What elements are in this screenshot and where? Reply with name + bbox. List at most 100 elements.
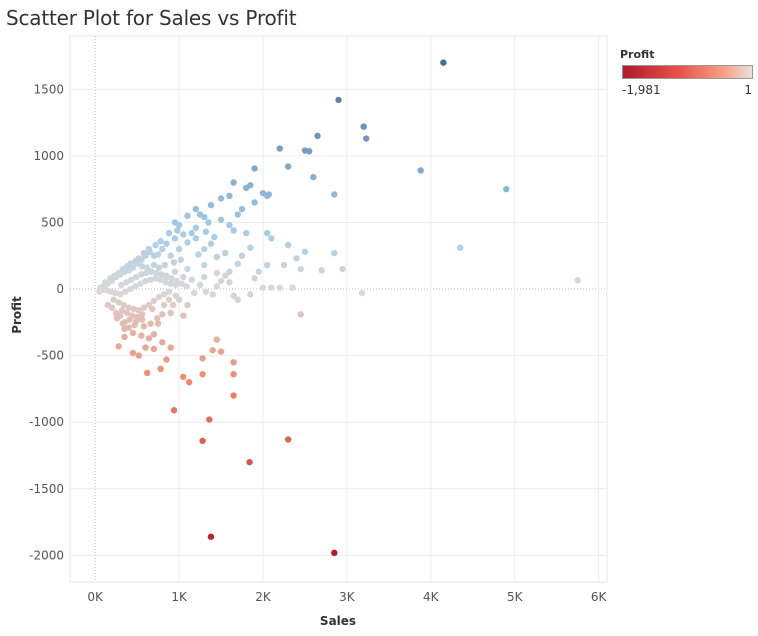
legend-min-label: -1,981	[622, 83, 661, 97]
data-point	[234, 211, 242, 218]
data-point	[199, 371, 206, 378]
data-point	[335, 96, 342, 104]
y-tick-label: -500	[37, 349, 64, 363]
data-point	[230, 359, 237, 366]
data-point	[145, 335, 153, 342]
data-point	[196, 281, 204, 289]
data-point	[206, 416, 213, 423]
data-point	[140, 304, 148, 311]
data-point	[185, 379, 193, 386]
gridlines	[69, 35, 608, 583]
data-point	[339, 265, 346, 273]
data-point	[159, 311, 166, 318]
data-point	[174, 227, 181, 234]
data-point	[230, 179, 237, 186]
data-point	[574, 277, 581, 284]
data-point	[213, 253, 221, 261]
data-point	[171, 235, 179, 242]
data-point	[145, 245, 153, 253]
data-point	[205, 219, 212, 226]
data-point	[121, 325, 128, 333]
data-point	[154, 320, 162, 327]
data-point	[213, 336, 221, 343]
data-point	[440, 59, 447, 66]
data-point	[243, 184, 250, 192]
data-point	[154, 315, 161, 322]
data-point	[268, 235, 275, 242]
data-point	[202, 228, 210, 235]
y-tick-label: 500	[41, 215, 64, 229]
data-point	[150, 252, 158, 259]
y-tick-label: -1000	[29, 415, 64, 429]
data-point	[297, 265, 304, 273]
data-point	[331, 191, 338, 198]
data-point	[230, 392, 237, 399]
data-point	[150, 345, 158, 353]
data-point	[150, 297, 158, 305]
data-point	[112, 309, 120, 317]
data-point	[456, 244, 464, 251]
data-point	[117, 291, 124, 298]
data-point	[178, 280, 185, 287]
data-point	[113, 315, 121, 322]
data-point	[138, 271, 145, 278]
data-point	[165, 296, 173, 303]
data-point	[284, 163, 292, 170]
data-point	[127, 285, 134, 293]
data-point	[289, 284, 296, 291]
data-point	[192, 205, 200, 213]
data-point	[284, 241, 292, 249]
legend-max-label: 1	[744, 83, 752, 97]
data-point	[117, 281, 125, 289]
data-point	[165, 229, 173, 237]
data-point	[129, 329, 137, 337]
legend-title: Profit	[620, 48, 655, 61]
y-axis-label: Profit	[10, 296, 24, 334]
data-point	[172, 292, 179, 299]
data-point	[202, 288, 210, 295]
data-point	[152, 275, 159, 282]
data-point	[143, 264, 151, 271]
y-tick-label: 1500	[33, 82, 64, 96]
data-point	[362, 135, 370, 142]
data-point	[121, 333, 128, 341]
data-point	[167, 344, 174, 351]
data-point	[115, 269, 122, 277]
data-point	[133, 273, 140, 281]
data-point	[305, 147, 313, 155]
data-point	[226, 221, 233, 229]
data-point	[180, 231, 187, 238]
data-point	[360, 123, 367, 130]
data-point	[255, 268, 262, 275]
data-point	[503, 185, 510, 193]
data-point	[280, 261, 288, 269]
data-point	[138, 316, 146, 323]
data-point	[152, 241, 159, 249]
data-point	[167, 309, 174, 317]
data-point	[234, 296, 242, 303]
data-point	[217, 216, 225, 223]
data-point	[301, 248, 309, 255]
data-point	[160, 301, 168, 309]
data-point	[217, 277, 225, 285]
data-point	[122, 288, 129, 295]
x-axis-ticks: 0K 1K 2K 3K 4K 5K 6K	[87, 590, 607, 604]
data-point	[207, 240, 215, 247]
data-point	[297, 311, 304, 318]
data-point	[115, 299, 122, 306]
data-point	[120, 301, 127, 309]
x-tick-label: 2K	[255, 590, 272, 604]
data-point	[259, 284, 267, 291]
x-tick-label: 0K	[87, 590, 104, 604]
data-point	[163, 240, 170, 247]
data-point	[331, 249, 338, 257]
data-point	[188, 229, 195, 237]
data-point	[180, 312, 187, 319]
data-point	[183, 283, 190, 290]
y-tick-label: -2000	[29, 548, 64, 562]
data-point	[190, 289, 198, 297]
data-point	[230, 227, 237, 234]
data-point	[175, 221, 183, 229]
data-point	[138, 332, 145, 339]
